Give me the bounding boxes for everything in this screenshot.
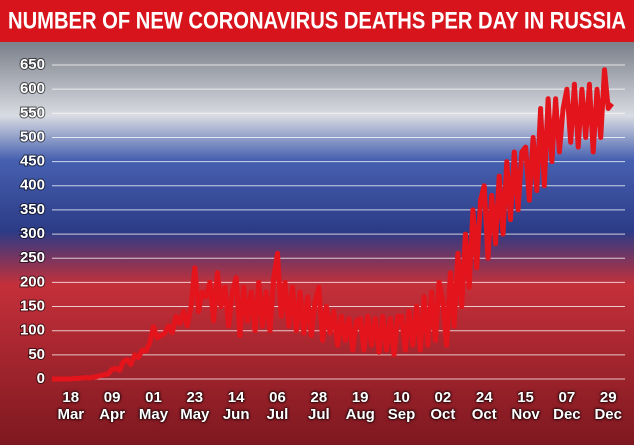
y-tick-label: 350 [20,201,45,218]
y-tick-label: 200 [20,273,45,290]
y-tick-label: 650 [20,56,45,73]
y-tick-label: 150 [20,298,45,315]
x-tick-label: 18 Mar [57,389,85,423]
y-tick-label: 300 [20,225,45,242]
y-tick-label: 100 [20,322,45,339]
x-tick-label: 24 Oct [471,389,497,423]
line [52,67,614,382]
y-tick-label: 500 [20,128,45,145]
x-tick-label: 19 Aug [345,389,375,423]
y-tick-label: 250 [20,249,45,266]
x-tick-label: 23 May [180,389,210,423]
x-tick-label: 29 Dec [594,389,623,423]
y-tick-label: 600 [20,80,45,97]
x-tick-label: 28 Jul [308,389,330,423]
y-tick-label: 400 [20,177,45,194]
y-tick-label: 450 [20,153,45,170]
title-band [0,0,634,42]
x-tick-label: 06 Jul [266,389,289,423]
x-tick-label: 10 Sep [387,389,416,423]
y-tick-label: 0 [37,370,45,387]
x-tick-label: 09 Apr [99,389,126,423]
x-tick-label: 07 Dec [553,389,581,423]
y-tick-label: 50 [28,346,45,363]
chart-title: NUMBER OF NEW CORONAVIRUS DEATHS PER DAY… [8,7,626,34]
x-tick-label: 01 May [138,389,169,423]
x-tick-label: 02 Oct [430,389,456,423]
x-tick-label: 15 Nov [511,389,540,423]
y-tick-label: 550 [20,104,45,121]
x-tick-label: 14 Jun [222,389,250,423]
